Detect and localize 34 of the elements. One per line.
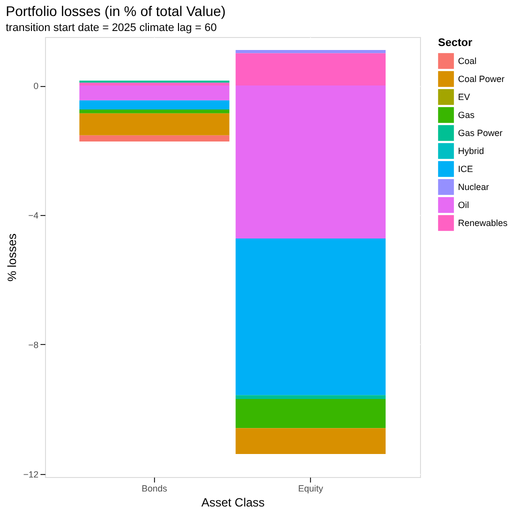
chart-subtitle: transition start date = 2025 climate lag = 60 [6, 22, 217, 34]
chart-title: Portfolio losses (in % of total Value) [6, 3, 226, 19]
bar [79, 135, 230, 142]
bar [236, 50, 386, 54]
x-tick-label: Equity [298, 484, 324, 494]
bar [236, 238, 386, 396]
bar [236, 395, 386, 400]
legend-label: ICE [458, 164, 474, 174]
bar [79, 113, 230, 136]
bar [236, 428, 386, 454]
y-tick-label: −4 [28, 210, 38, 220]
bar [79, 86, 230, 100]
y-axis-title: % losses [5, 233, 20, 282]
bar [79, 109, 230, 114]
legend-label: Oil [458, 200, 469, 210]
legend-label: Coal Power [458, 74, 505, 84]
bar [236, 86, 386, 239]
y-tick-label: −8 [28, 340, 38, 350]
legend-title: Sector [438, 37, 473, 49]
legend-label: Renewables [458, 218, 508, 228]
legend-label: Gas [458, 110, 476, 120]
y-tick-label: −12 [23, 469, 38, 480]
legend-label: Hybrid [458, 146, 484, 156]
bar [79, 100, 230, 110]
legend-label: EV [458, 92, 470, 102]
legend-label: Nuclear [458, 182, 490, 192]
legend-label: Gas Power [458, 128, 503, 138]
y-tick-label: 0 [33, 81, 38, 92]
x-tick-label: Bonds [142, 484, 168, 494]
x-axis-title: Asset Class [201, 496, 265, 510]
bar [236, 53, 386, 86]
bar [236, 399, 386, 428]
legend-label: Coal [458, 56, 477, 66]
bar [79, 82, 230, 86]
